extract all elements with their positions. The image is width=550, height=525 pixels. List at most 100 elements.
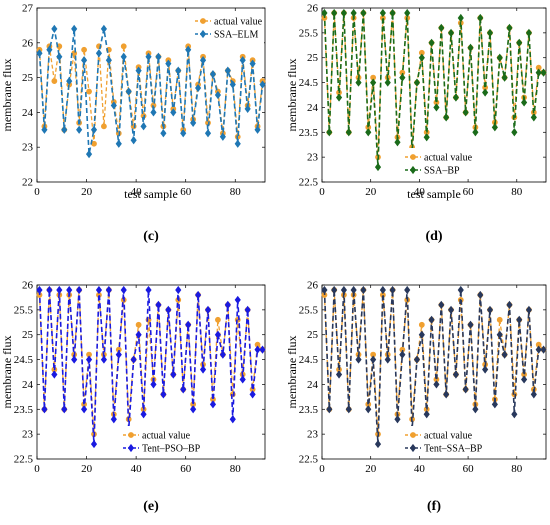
data-point: [438, 300, 445, 309]
panel-label: (f): [427, 499, 441, 514]
data-point: [51, 78, 58, 84]
data-point: [180, 385, 187, 394]
data-point: [259, 345, 266, 354]
data-point: [404, 285, 411, 295]
data-point: [199, 365, 207, 374]
data-point: [365, 128, 372, 137]
data-point: [511, 410, 518, 419]
data-point: [130, 136, 137, 145]
data-point: [150, 108, 157, 117]
data-point: [86, 88, 92, 95]
data-point: [195, 290, 202, 300]
legend-label: Tent–PSO–BP: [142, 444, 201, 455]
x-tick-label: 20: [81, 186, 93, 198]
legend-label: Tent–SSA–BP: [424, 444, 483, 455]
data-point: [452, 93, 459, 102]
data-point: [530, 113, 537, 122]
data-point: [120, 43, 127, 50]
data-point: [51, 24, 58, 33]
data-point: [525, 28, 533, 37]
data-point: [467, 320, 474, 329]
y-tick-label: 26: [22, 37, 34, 49]
data-point: [249, 390, 256, 399]
data-point: [130, 355, 137, 364]
data-point: [345, 405, 352, 414]
data-point: [389, 285, 396, 295]
data-point: [160, 129, 167, 138]
data-point: [477, 290, 484, 300]
data-point: [423, 133, 430, 142]
data-point: [404, 8, 411, 18]
data-point: [350, 285, 357, 295]
data-point: [516, 38, 523, 47]
data-point: [413, 78, 421, 87]
data-point: [399, 350, 406, 359]
panel-label: (c): [143, 229, 159, 244]
data-point: [46, 285, 53, 295]
data-point: [56, 285, 63, 295]
data-point: [85, 355, 93, 364]
legend-marker: [409, 443, 417, 453]
x-tick-label: 60: [463, 186, 475, 198]
data-point: [418, 330, 425, 339]
data-point: [394, 415, 401, 424]
data-point: [81, 46, 87, 53]
y-tick-label: 23.5: [299, 127, 319, 139]
y-tick-label: 23: [307, 429, 319, 441]
data-point: [355, 78, 362, 87]
x-tick-label: 80: [230, 463, 242, 475]
legend: actual value Tent–SSA–BP: [402, 426, 492, 456]
data-point: [185, 320, 192, 329]
y-tick-label: 26: [307, 280, 319, 292]
data-point: [41, 125, 48, 134]
data-point: [100, 24, 107, 33]
data-point: [486, 28, 494, 37]
data-point: [214, 330, 221, 339]
data-point: [76, 125, 83, 134]
data-point: [447, 28, 455, 37]
data-point: [95, 285, 103, 295]
y-tick-label: 23.5: [14, 404, 34, 416]
data-point: [511, 128, 518, 137]
data-point: [195, 83, 202, 93]
legend-label: actual value: [424, 431, 473, 442]
data-point: [452, 370, 459, 379]
data-point: [335, 93, 343, 102]
data-point: [433, 103, 440, 112]
legend-marker: [199, 29, 207, 39]
data-point: [462, 385, 469, 394]
data-point: [36, 285, 43, 295]
y-tick-label: 22.5: [14, 454, 34, 466]
data-point: [374, 439, 382, 449]
data-point: [535, 68, 542, 77]
data-point: [244, 305, 251, 314]
data-point: [165, 59, 172, 68]
x-tick-label: 20: [365, 186, 377, 198]
data-point: [335, 370, 343, 379]
data-point: [150, 380, 157, 389]
x-tick-label: 60: [180, 186, 192, 198]
series-line: [323, 289, 544, 445]
data-point: [472, 405, 479, 414]
data-point: [379, 8, 386, 18]
data-point: [219, 132, 226, 141]
data-point: [486, 305, 494, 314]
data-point: [215, 316, 221, 323]
data-point: [135, 66, 142, 75]
legend-label: SSA–ELM: [214, 30, 259, 41]
legend-box: [192, 12, 264, 44]
y-tick-label: 25.5: [299, 304, 319, 316]
data-point: [81, 56, 88, 65]
data-point: [170, 370, 177, 379]
y-tick-label: 22.5: [299, 454, 319, 466]
y-tick-label: 23.5: [299, 404, 319, 416]
y-axis-label: membrane flux: [0, 59, 14, 132]
data-point: [443, 113, 450, 122]
data-point: [331, 8, 338, 18]
data-point: [467, 43, 474, 52]
chart-panel-1: 22.5 23 23.5 24 24.5 25 25.5 26 0 20 40 60 80 test sa…: [285, 3, 547, 244]
y-axis-label: membrane flux: [285, 59, 299, 132]
data-point: [105, 56, 112, 65]
data-point: [331, 285, 338, 295]
data-point: [535, 345, 542, 354]
